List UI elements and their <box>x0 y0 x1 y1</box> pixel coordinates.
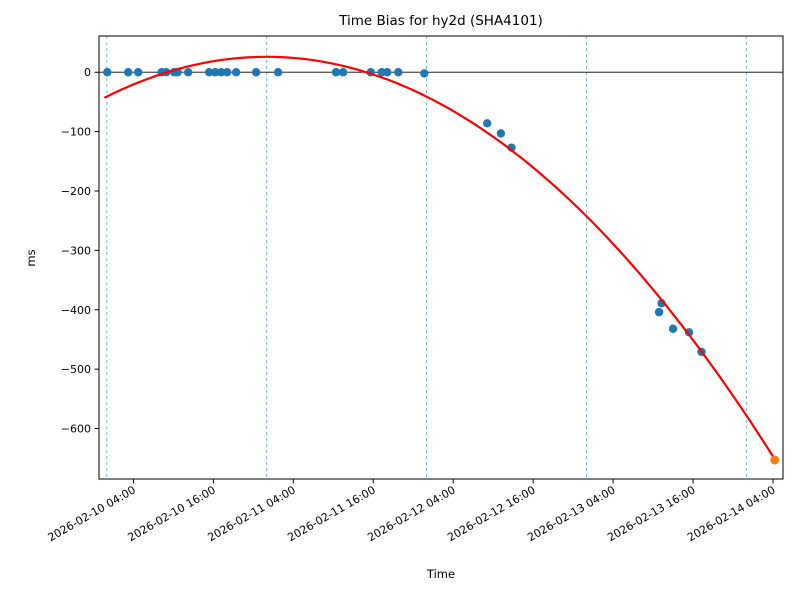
scatter-points-layer <box>103 68 706 357</box>
y-tick-labels-layer: 0 −100 −200 −300 −400 −500 −600 <box>61 66 91 435</box>
latest-measurement-point <box>770 455 780 465</box>
bias-measurement-point <box>496 129 506 138</box>
y-tick-label: −400 <box>61 304 91 317</box>
y-tick-label: −500 <box>61 363 91 376</box>
bias-measurement-point <box>338 68 348 77</box>
bias-measurement-point <box>684 328 694 337</box>
bias-measurement-point <box>124 68 133 77</box>
plot-border <box>98 35 784 480</box>
x-tick-label: 2026-02-11 04:00 <box>205 483 297 544</box>
bias-measurement-point <box>482 119 492 128</box>
x-tick-label: 2026-02-10 04:00 <box>46 483 138 544</box>
x-tick-label: 2026-02-14 04:00 <box>685 483 777 544</box>
x-axis-label: Time <box>426 567 455 581</box>
latest-point-layer <box>770 455 780 465</box>
bias-measurement-point <box>103 68 112 77</box>
y-tick-label: −200 <box>61 185 91 198</box>
x-tick-label: 2026-02-10 16:00 <box>126 483 218 544</box>
bias-measurement-point <box>216 68 226 77</box>
bias-measurement-point <box>273 68 283 77</box>
bias-measurement-point <box>654 307 664 317</box>
y-tick-label: 0 <box>84 66 91 79</box>
bias-measurement-point <box>222 68 232 77</box>
bias-measurement-point <box>394 68 403 77</box>
x-tick-label: 2026-02-11 16:00 <box>285 483 377 544</box>
x-tick-label: 2026-02-13 04:00 <box>525 483 617 544</box>
x-tick-label: 2026-02-12 04:00 <box>365 483 457 544</box>
bias-measurement-point <box>251 68 261 77</box>
chart-title: Time Bias for hy2d (SHA4101) <box>338 13 543 29</box>
x-tick-label: 2026-02-13 16:00 <box>605 483 697 544</box>
y-tick-label: −100 <box>61 126 91 139</box>
bias-measurement-point <box>331 68 341 77</box>
y-axis-label: ms <box>24 249 38 266</box>
axis-ticks-layer <box>94 71 774 484</box>
fit-curve-layer <box>104 55 776 461</box>
y-tick-label: −300 <box>61 244 91 257</box>
bias-measurement-point <box>204 68 214 77</box>
bias-measurement-point <box>133 68 143 77</box>
day-gridlines-layer <box>106 36 747 479</box>
bias-measurement-point <box>668 324 678 333</box>
bias-measurement-point <box>383 68 392 77</box>
x-tick-label: 2026-02-12 16:00 <box>445 483 537 544</box>
bias-measurement-point <box>420 69 429 78</box>
y-tick-label: −600 <box>61 423 91 436</box>
quadratic-fit-curve <box>104 55 776 461</box>
bias-measurement-point <box>183 68 193 77</box>
bias-measurement-point <box>231 68 241 77</box>
bias-measurement-point <box>210 68 220 77</box>
